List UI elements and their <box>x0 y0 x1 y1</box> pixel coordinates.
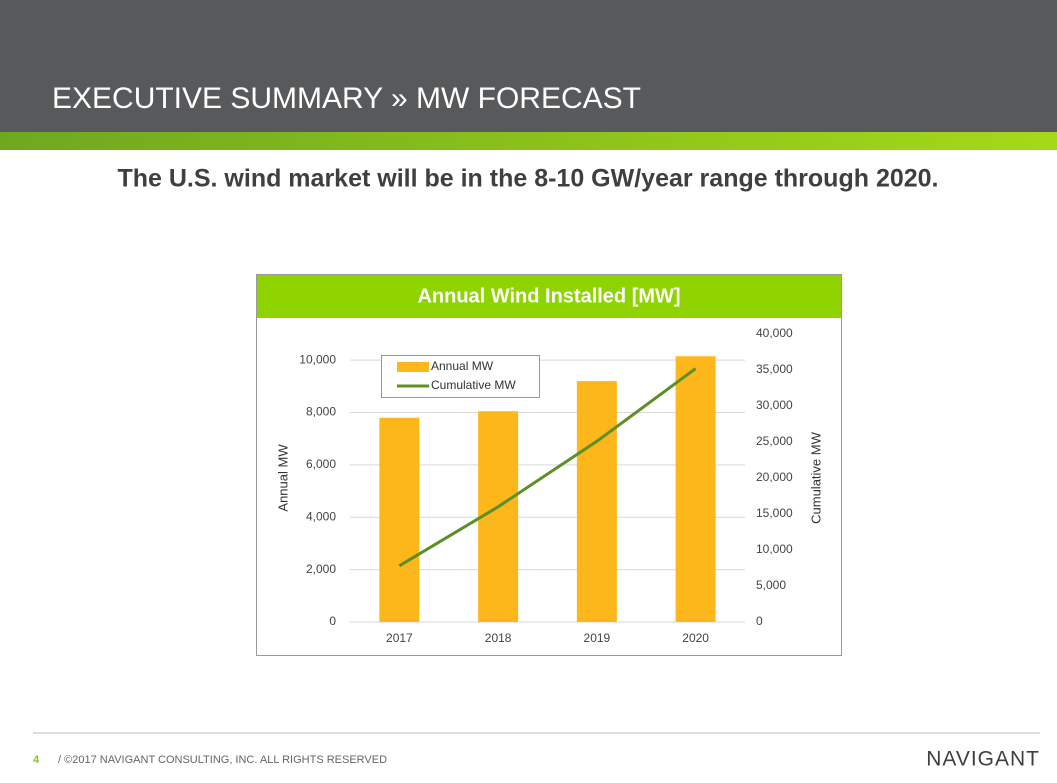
y2-tick-label: 25,000 <box>756 434 793 448</box>
header-band <box>0 0 1057 132</box>
y2-axis-label: Cumulative MW <box>808 431 823 523</box>
legend-label: Annual MW <box>431 359 494 373</box>
y-tick-label: 0 <box>329 614 336 628</box>
plot: 0 2,000 4,000 6,000 8,000 10,000 0 5,000 10,000 1… <box>299 326 793 645</box>
y-tick-label: 8,000 <box>306 405 336 419</box>
y2-tick-label: 0 <box>756 614 763 628</box>
y2-tick-label: 10,000 <box>756 542 793 556</box>
bar <box>379 417 420 622</box>
y2-tick-label: 35,000 <box>756 362 793 376</box>
y2-tick-label: 40,000 <box>756 326 793 340</box>
y2-tick-label: 5,000 <box>756 578 786 592</box>
x-tick-label: 2020 <box>682 631 709 645</box>
line <box>398 367 697 568</box>
y-tick-label: 10,000 <box>299 352 336 366</box>
chart-title-bar <box>257 275 841 318</box>
bar <box>675 356 716 622</box>
y-tick-label: 6,000 <box>306 457 336 471</box>
y2-tick-label: 20,000 <box>756 470 793 484</box>
header-title: EXECUTIVE SUMMARY » MW FORECAST <box>52 82 641 115</box>
y-axis-label: Annual MW <box>275 444 290 512</box>
header-strip <box>0 132 1057 150</box>
subtitle: The U.S. wind market will be in the 8-10… <box>117 165 938 193</box>
bar <box>478 411 519 622</box>
footer-text: / ©2017 NAVIGANT CONSULTING, INC. ALL RI… <box>58 754 387 766</box>
y-tick-label: 2,000 <box>306 562 336 576</box>
x-tick-label: 2019 <box>584 631 611 645</box>
y2-tick-label: 30,000 <box>756 398 793 412</box>
y2-tick-label: 15,000 <box>756 506 793 520</box>
x-tick-label: 2018 <box>485 631 512 645</box>
y-tick-label: 4,000 <box>306 509 336 523</box>
legend-label: Cumulative MW <box>431 378 516 392</box>
x-tick-label: 2017 <box>386 631 413 645</box>
legend-box <box>381 355 540 398</box>
bar <box>576 381 617 622</box>
legend-swatch <box>397 362 429 372</box>
logo: NAVIGANT <box>926 748 1040 771</box>
page-number: 4 <box>33 754 40 766</box>
chart-title: Annual Wind Installed [MW] <box>417 285 680 307</box>
